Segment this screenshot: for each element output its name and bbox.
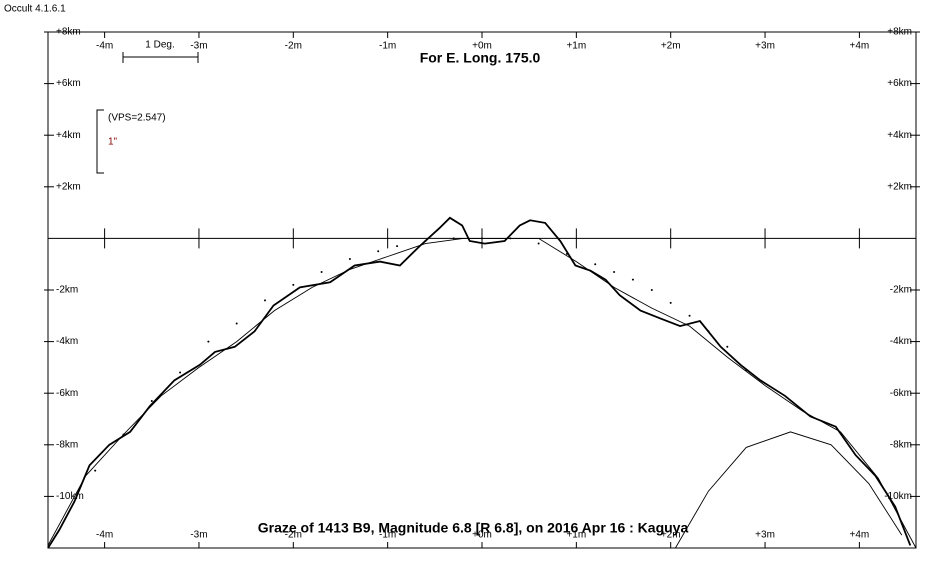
limb-dot — [565, 252, 568, 255]
x-tick-label: +0m — [472, 41, 492, 52]
limb-dot — [631, 278, 634, 281]
x-tick-label: -3m — [190, 41, 207, 52]
y-tick-label: -4km — [56, 336, 78, 347]
limb-dot — [688, 314, 691, 317]
limb-dot — [613, 270, 616, 273]
x-tick-label: -2m — [285, 530, 302, 541]
vps-label: (VPS=2.547) — [108, 113, 166, 124]
limb-dot — [320, 270, 323, 273]
limb-dot — [707, 330, 710, 333]
x-tick-label: -1m — [379, 530, 396, 541]
y-tick-label: +4km — [887, 130, 912, 141]
y-tick-label: +8km — [887, 27, 912, 38]
limb-dot — [207, 340, 210, 343]
limb-dot — [179, 371, 182, 374]
x-tick-label: +1m — [566, 41, 586, 52]
y-tick-label: +6km — [56, 78, 81, 89]
x-tick-label: -1m — [379, 41, 396, 52]
limb-dot — [481, 237, 483, 240]
y-tick-label: -2km — [890, 285, 912, 296]
limb-dot — [235, 322, 238, 325]
limb-dot — [745, 368, 748, 371]
y-tick-label: +2km — [887, 181, 912, 192]
x-tick-label: +4m — [850, 41, 870, 52]
y-tick-label: -10km — [884, 491, 912, 502]
window-title: Occult 4.1.6.1 — [4, 4, 66, 15]
limb-dot — [424, 239, 427, 242]
chart-title: For E. Long. 175.0 — [420, 50, 541, 66]
x-tick-label: -4m — [96, 530, 113, 541]
limb-dot — [292, 283, 295, 286]
y-tick-label: +6km — [887, 78, 912, 89]
x-tick-label: +2m — [661, 530, 681, 541]
y-tick-label: +8km — [56, 27, 81, 38]
y-tick-label: -2km — [56, 285, 78, 296]
arcsec-label: 1" — [108, 137, 118, 148]
limb-dot — [348, 258, 351, 261]
x-tick-label: +1m — [566, 530, 586, 541]
limb-dot — [650, 289, 653, 291]
y-tick-label: -8km — [56, 439, 78, 450]
y-tick-label: -4km — [890, 336, 912, 347]
y-tick-label: -6km — [56, 388, 78, 399]
x-tick-label: +2m — [661, 41, 681, 52]
y-tick-label: -6km — [890, 388, 912, 399]
limb-dot — [452, 237, 455, 240]
limb-dot — [509, 237, 512, 240]
y-tick-label: -10km — [56, 491, 84, 502]
limb-dot — [264, 299, 266, 302]
x-tick-label: -2m — [285, 41, 302, 52]
limb-dot — [669, 301, 672, 304]
limb-dot — [377, 250, 380, 253]
limb-dot — [396, 245, 399, 248]
x-tick-label: -3m — [190, 530, 207, 541]
x-tick-label: +0m — [472, 530, 492, 541]
x-tick-label: -4m — [96, 41, 113, 52]
x-tick-label: +3m — [755, 41, 775, 52]
x-tick-label: +4m — [850, 530, 870, 541]
scale-label: 1 Deg. — [145, 40, 174, 51]
limb-dot — [122, 433, 125, 436]
x-tick-label: +3m — [755, 530, 775, 541]
y-tick-label: -8km — [890, 439, 912, 450]
chart-subtitle: Graze of 1413 B9, Magnitude 6.8 [R 6.8],… — [258, 520, 689, 536]
y-tick-label: +4km — [56, 130, 81, 141]
limb-dot — [594, 263, 597, 266]
limb-dot — [726, 345, 729, 348]
limb-dot — [150, 399, 153, 402]
profile-curve — [675, 431, 903, 549]
limb-dot — [537, 242, 540, 245]
vps-bracket — [96, 109, 104, 174]
y-tick-label: +2km — [56, 181, 81, 192]
limb-dot — [94, 469, 97, 472]
